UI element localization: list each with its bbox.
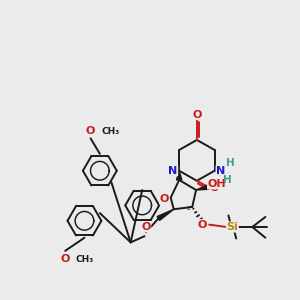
Text: CH₃: CH₃ (76, 255, 94, 264)
Polygon shape (176, 171, 182, 180)
Text: CH₃: CH₃ (101, 127, 120, 136)
Text: O: O (141, 222, 151, 232)
Text: N: N (216, 166, 225, 176)
Text: H: H (223, 175, 232, 185)
Polygon shape (157, 209, 174, 220)
Text: N: N (168, 166, 178, 176)
Text: e: e (187, 206, 191, 212)
Text: O: O (210, 184, 219, 194)
Text: O: O (192, 110, 202, 119)
Text: O: O (198, 220, 207, 230)
Text: O: O (86, 126, 95, 136)
Polygon shape (196, 185, 210, 190)
Text: Si: Si (226, 222, 238, 232)
Text: H: H (226, 158, 234, 168)
Text: O: O (160, 194, 169, 204)
Text: O: O (61, 254, 70, 264)
Text: OH: OH (208, 179, 226, 189)
